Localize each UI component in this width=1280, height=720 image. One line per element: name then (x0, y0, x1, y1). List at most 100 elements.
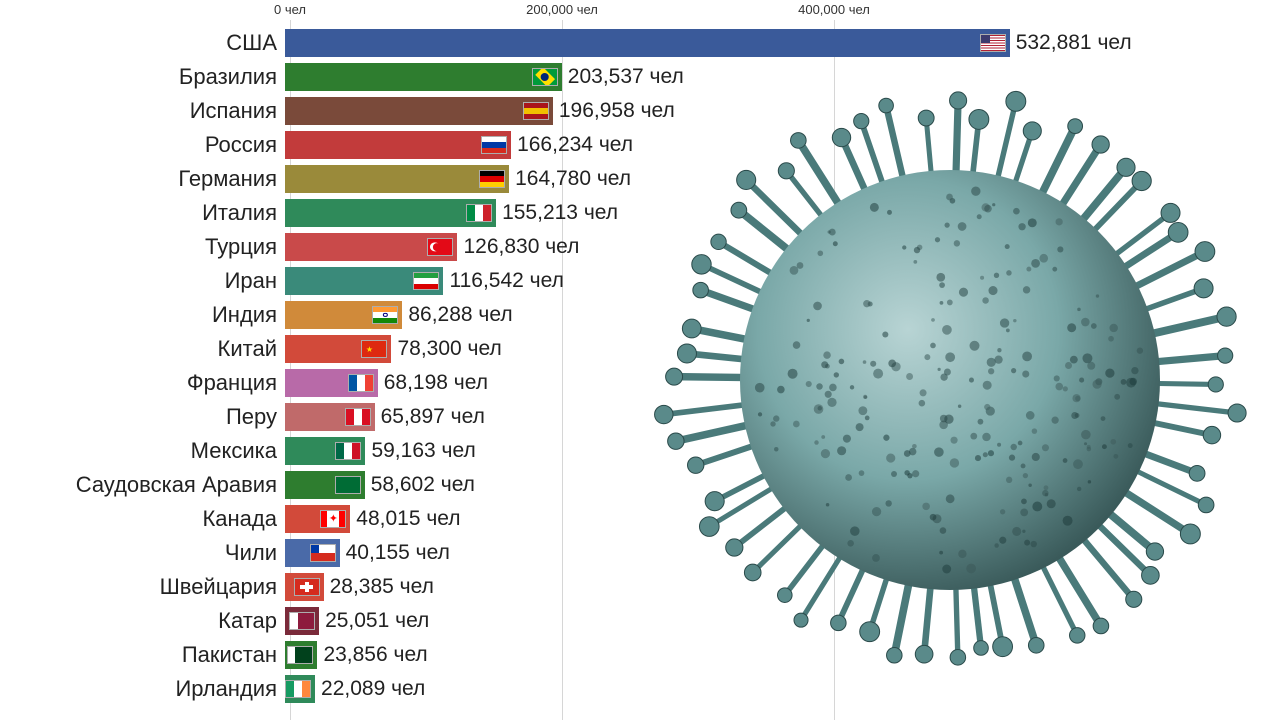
bar-track: 166,234 чел (285, 130, 1280, 160)
country-label: Индия (0, 302, 285, 328)
country-label: Китай (0, 336, 285, 362)
bar: 203,537 чел (285, 63, 562, 91)
bar-row: Китай ★ 78,300 чел (0, 332, 1280, 366)
bar-value: 48,015 чел (356, 507, 460, 531)
flag-icon (335, 442, 361, 460)
bar-value: 203,537 чел (568, 65, 684, 89)
bar-value: 116,542 чел (449, 269, 563, 293)
bar-value: 86,288 чел (408, 303, 512, 327)
bar-track: 65,897 чел (285, 402, 1280, 432)
bar-track: 25,051 чел (285, 606, 1280, 636)
bar-row: Испания 196,958 чел (0, 94, 1280, 128)
bar-row: Ирландия22,089 чел (0, 672, 1280, 706)
country-label: Перу (0, 404, 285, 430)
bar: 164,780 чел (285, 165, 509, 193)
flag-icon (372, 306, 398, 324)
country-label: Мексика (0, 438, 285, 464)
bar-track: 532,881 чел (285, 28, 1280, 58)
bar-row: Франция68,198 чел (0, 366, 1280, 400)
bar-row: Катар25,051 чел (0, 604, 1280, 638)
bar-row: Саудовская Аравия58,602 чел (0, 468, 1280, 502)
country-label: Франция (0, 370, 285, 396)
bar: 22,089 чел (285, 675, 315, 703)
bar: 65,897 чел (285, 403, 375, 431)
bar-rows: США532,881 челБразилия203,537 челИспания… (0, 26, 1280, 706)
bar-row: Перу65,897 чел (0, 400, 1280, 434)
bar: 58,602 чел (285, 471, 365, 499)
bar-value: 68,198 чел (384, 371, 488, 395)
flag-icon (310, 544, 336, 562)
flag-icon (980, 34, 1006, 52)
country-label: Канада (0, 506, 285, 532)
axis-tick-label: 0 чел (274, 2, 306, 17)
flag-icon (285, 680, 311, 698)
bar-value: 28,385 чел (330, 575, 434, 599)
bar-row: США532,881 чел (0, 26, 1280, 60)
bar-value: 58,602 чел (371, 473, 475, 497)
bar: 166,234 чел (285, 131, 511, 159)
bar: 59,163 чел (285, 437, 365, 465)
bar-value: 25,051 чел (325, 609, 429, 633)
flag-icon (294, 578, 320, 596)
bar-track: 116,542 чел (285, 266, 1280, 296)
bar-value: 126,830 чел (463, 235, 579, 259)
country-label: Чили (0, 540, 285, 566)
bar: ★78,300 чел (285, 335, 391, 363)
bar-value: 65,897 чел (381, 405, 485, 429)
bar: 23,856 чел (285, 641, 317, 669)
bar-track: 23,856 чел (285, 640, 1280, 670)
bar-value: 78,300 чел (397, 337, 501, 361)
flag-icon (348, 374, 374, 392)
bar-value: 532,881 чел (1016, 31, 1132, 55)
bar-row: Бразилия203,537 чел (0, 60, 1280, 94)
bar-track: 164,780 чел (285, 164, 1280, 194)
bar-value: 196,958 чел (559, 99, 675, 123)
country-label: Катар (0, 608, 285, 634)
flag-icon (479, 170, 505, 188)
bar-value: 155,213 чел (502, 201, 618, 225)
country-label: Германия (0, 166, 285, 192)
flag-icon (345, 408, 371, 426)
country-label: Ирландия (0, 676, 285, 702)
flag-icon (532, 68, 558, 86)
flag-icon (523, 102, 549, 120)
bar-value: 164,780 чел (515, 167, 631, 191)
country-label: Россия (0, 132, 285, 158)
country-label: Пакистан (0, 642, 285, 668)
bar-row: Швейцария28,385 чел (0, 570, 1280, 604)
bar-value: 166,234 чел (517, 133, 633, 157)
bar: 68,198 чел (285, 369, 378, 397)
bar-value: 40,155 чел (346, 541, 450, 565)
bar-track: 59,163 чел (285, 436, 1280, 466)
flag-icon (413, 272, 439, 290)
axis-tick-label: 200,000 чел (526, 2, 598, 17)
bar: 25,051 чел (285, 607, 319, 635)
country-label: США (0, 30, 285, 56)
bar-value: 22,089 чел (321, 677, 425, 701)
bar-track: 28,385 чел (285, 572, 1280, 602)
flag-icon (287, 646, 313, 664)
bar-chart: 0 чел200,000 чел400,000 чел США532,881 ч… (0, 0, 1280, 720)
flag-icon (427, 238, 453, 256)
bar-track: ★ 78,300 чел (285, 334, 1280, 364)
bar-row: Иран116,542 чел (0, 264, 1280, 298)
flag-icon (335, 476, 361, 494)
country-label: Испания (0, 98, 285, 124)
flag-icon: ★ (361, 340, 387, 358)
bar-track: 86,288 чел (285, 300, 1280, 330)
bar-row: Турция126,830 чел (0, 230, 1280, 264)
flag-icon (481, 136, 507, 154)
bar-track: 58,602 чел (285, 470, 1280, 500)
bar: 155,213 чел (285, 199, 496, 227)
bar-track: 203,537 чел (285, 62, 1280, 92)
bar: 532,881 чел (285, 29, 1010, 57)
country-label: Саудовская Аравия (0, 472, 285, 498)
flag-icon (289, 612, 315, 630)
bar-row: Мексика59,163 чел (0, 434, 1280, 468)
bar: 40,155 чел (285, 539, 340, 567)
country-label: Италия (0, 200, 285, 226)
bar-track: 40,155 чел (285, 538, 1280, 568)
bar-track: 22,089 чел (285, 674, 1280, 704)
bar-track: 68,198 чел (285, 368, 1280, 398)
bar: 126,830 чел (285, 233, 457, 261)
